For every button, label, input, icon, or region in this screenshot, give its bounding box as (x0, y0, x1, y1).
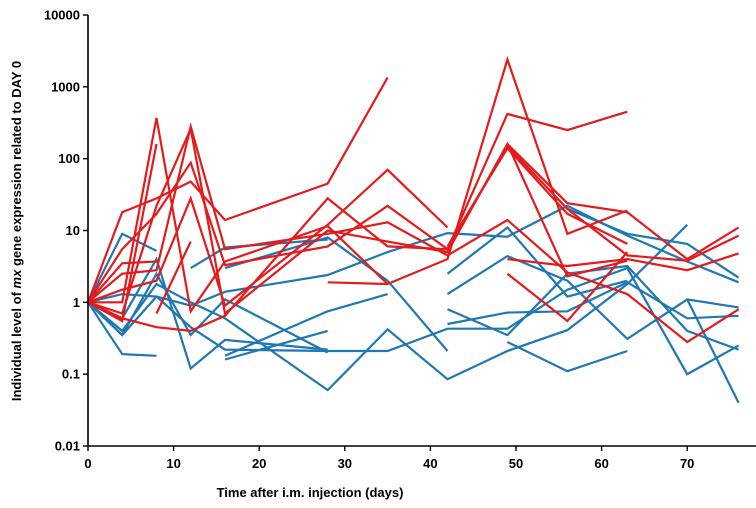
x-tick-label: 50 (509, 456, 523, 471)
y-tick-label: 100 (58, 151, 80, 166)
y-axis-title-part-3: gene expression related to DAY 0 (9, 61, 24, 270)
x-axis-title: Time after i.m. injection (days) (217, 485, 404, 500)
x-tick-label: 10 (166, 456, 180, 471)
red-series-line-30 (446, 146, 628, 247)
red-series-line-22 (88, 76, 389, 303)
y-tick-label: 10 (66, 223, 80, 238)
blue-series-line-18 (686, 298, 740, 404)
x-tick-label: 0 (84, 456, 91, 471)
blue-series-line-6 (88, 224, 688, 392)
blue-series-line-8 (224, 236, 449, 352)
blue-series-line-16 (506, 341, 628, 373)
blue-series-line-2 (88, 301, 157, 357)
y-tick-label: 0.01 (55, 439, 80, 454)
red-series-line-28 (155, 241, 192, 314)
red-series-line-24 (88, 260, 157, 304)
blue-series-line-15 (447, 264, 739, 351)
blue-series-line-10 (224, 329, 328, 361)
y-tick-label: 1000 (51, 79, 80, 94)
axes (83, 14, 756, 451)
red-series-line-25 (88, 122, 740, 344)
red-series-line-23 (88, 110, 628, 333)
y-axis-title-part-1: Individual level of (9, 288, 24, 401)
red-series-line-21 (88, 125, 628, 316)
y-tick-label: 10000 (44, 8, 80, 23)
y-tick-label: 0.1 (62, 367, 80, 382)
tick-labels: 0.01 0.1 1 10 100 1000 10000 0 10 20 30 40 50 60 70 (44, 8, 695, 472)
blue-series-line-7 (88, 266, 740, 376)
red-series-line-32 (507, 252, 739, 272)
blue-series-line-12 (446, 254, 739, 341)
series-layer (88, 55, 740, 404)
red-series-line-27 (88, 168, 449, 308)
red-series-line-33 (506, 143, 740, 261)
red-series-line-29 (327, 281, 388, 286)
x-tick-label: 70 (680, 456, 694, 471)
blue-series-line-11 (224, 293, 388, 357)
y-axis-title-part-2: mx (9, 269, 24, 289)
red-series-line-31 (506, 251, 629, 323)
x-tick-label: 60 (594, 456, 608, 471)
y-axis-title: Individual level of mx gene expression r… (9, 61, 24, 401)
blue-series-line-14 (447, 281, 739, 326)
x-tick-label: 20 (252, 456, 266, 471)
x-tick-label: 30 (338, 456, 352, 471)
red-series-line-26 (88, 144, 740, 303)
x-tick-label: 40 (423, 456, 437, 471)
y-tick-label: 1 (73, 295, 80, 310)
